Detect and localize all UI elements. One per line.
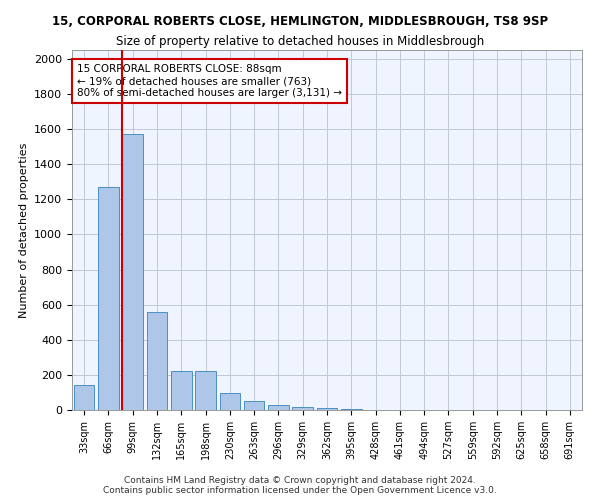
Bar xyxy=(341,408,362,410)
Bar xyxy=(122,134,143,410)
Bar xyxy=(220,394,240,410)
Bar xyxy=(146,312,167,410)
Y-axis label: Number of detached properties: Number of detached properties xyxy=(19,142,29,318)
Bar xyxy=(171,372,191,410)
Text: Size of property relative to detached houses in Middlesbrough: Size of property relative to detached ho… xyxy=(116,35,484,48)
Bar xyxy=(268,405,289,410)
Bar xyxy=(244,401,265,410)
Bar xyxy=(98,187,119,410)
Text: 15 CORPORAL ROBERTS CLOSE: 88sqm
← 19% of detached houses are smaller (763)
80% : 15 CORPORAL ROBERTS CLOSE: 88sqm ← 19% o… xyxy=(77,64,342,98)
Bar xyxy=(195,372,216,410)
Text: Contains HM Land Registry data © Crown copyright and database right 2024.
Contai: Contains HM Land Registry data © Crown c… xyxy=(103,476,497,495)
Text: 15, CORPORAL ROBERTS CLOSE, HEMLINGTON, MIDDLESBROUGH, TS8 9SP: 15, CORPORAL ROBERTS CLOSE, HEMLINGTON, … xyxy=(52,15,548,28)
Bar xyxy=(74,386,94,410)
Bar xyxy=(292,407,313,410)
Bar xyxy=(317,408,337,410)
